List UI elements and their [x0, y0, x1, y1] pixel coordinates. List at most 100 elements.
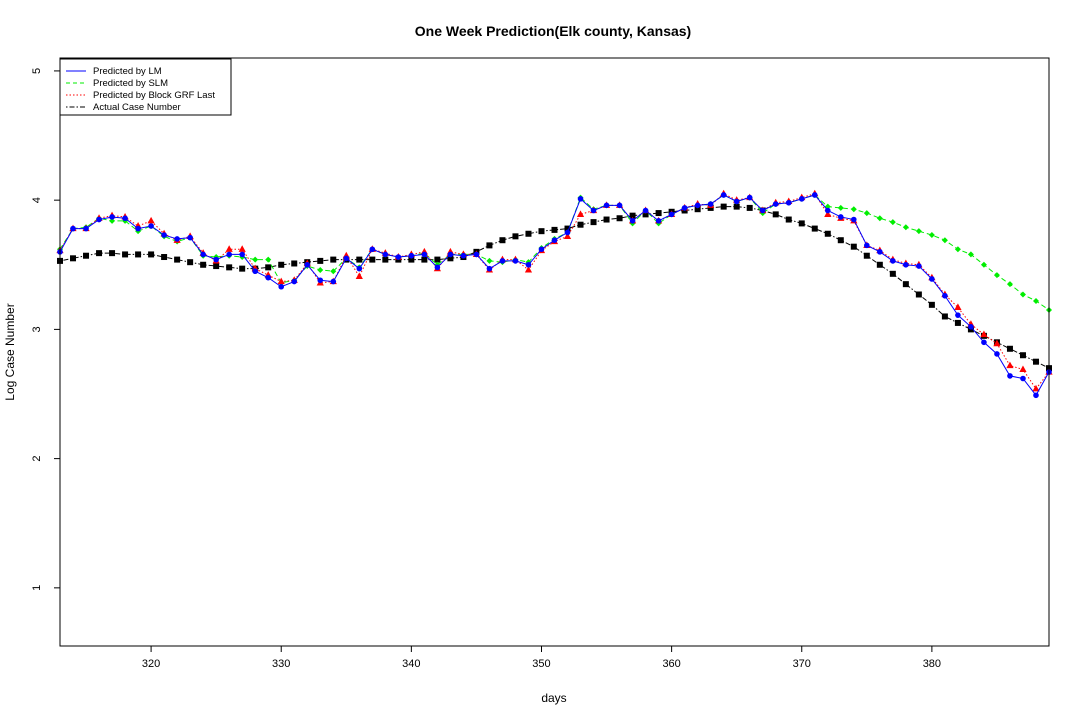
- data-point-lm: [408, 252, 415, 259]
- chart-title: One Week Prediction(Elk county, Kansas): [415, 23, 691, 39]
- data-point-actual: [525, 230, 532, 237]
- data-point-lm: [785, 199, 792, 206]
- legend: Predicted by LM Predicted by SLM Predict…: [59, 58, 232, 116]
- data-point-grf: [980, 330, 988, 338]
- data-point-actual: [616, 215, 623, 222]
- data-point-actual: [70, 255, 77, 262]
- data-point-actual: [564, 225, 571, 232]
- data-point-slm: [928, 232, 935, 239]
- data-point-lm: [590, 207, 597, 214]
- x-tick-label: 370: [793, 658, 811, 670]
- data-point-actual: [785, 216, 792, 223]
- data-point-lm: [148, 223, 154, 229]
- data-point-grf: [993, 339, 1001, 347]
- data-point-slm: [486, 257, 493, 264]
- y-tick-label: 5: [31, 68, 43, 74]
- data-point-lm: [929, 276, 935, 282]
- data-point-actual: [889, 270, 896, 277]
- data-point-lm: [291, 278, 298, 285]
- data-point-lm: [955, 312, 961, 318]
- legend-label-grf: Predicted by Block GRF Last: [93, 90, 215, 101]
- data-point-actual: [512, 233, 519, 240]
- data-point-lm: [890, 258, 896, 264]
- data-point-actual: [746, 204, 753, 211]
- y-tick-label: 2: [31, 456, 43, 462]
- data-point-slm: [1032, 297, 1039, 304]
- data-point-slm: [993, 272, 1000, 279]
- plot-frame: [59, 57, 1050, 647]
- plot-area: [56, 57, 1053, 647]
- data-point-actual: [434, 256, 441, 263]
- x-tick-label: 350: [532, 658, 550, 670]
- data-point-actual: [811, 225, 818, 232]
- data-point-lm: [577, 196, 584, 202]
- x-tick-label: 380: [923, 658, 941, 670]
- data-point-slm: [889, 219, 896, 226]
- data-point-actual: [122, 251, 129, 258]
- data-point-lm: [772, 201, 779, 207]
- data-point-actual: [330, 256, 337, 263]
- data-point-lm: [551, 237, 558, 244]
- series-line-grf: [59, 193, 1050, 390]
- data-point-grf: [238, 245, 246, 252]
- data-point-grf: [1019, 365, 1027, 373]
- data-point-lm: [837, 214, 844, 220]
- data-point-grf: [1006, 361, 1014, 369]
- data-point-actual: [369, 256, 376, 263]
- data-point-lm: [252, 268, 258, 275]
- data-point-grf: [225, 245, 233, 252]
- data-point-slm: [876, 215, 883, 222]
- data-point-lm: [851, 216, 857, 223]
- data-point-lm: [161, 232, 167, 238]
- data-point-lm: [395, 254, 402, 260]
- data-point-actual: [148, 251, 155, 258]
- data-point-lm: [486, 265, 493, 272]
- data-point-actual: [954, 319, 961, 326]
- y-axis-label: Log Case Number: [3, 303, 17, 400]
- data-point-actual: [421, 256, 428, 263]
- data-point-lm: [903, 261, 909, 268]
- data-point-grf: [524, 265, 533, 273]
- data-point-actual: [499, 237, 506, 244]
- legend-label-slm: Predicted by SLM: [93, 78, 168, 89]
- data-point-grf: [1032, 384, 1040, 392]
- data-point-grf: [576, 210, 585, 217]
- data-point-lm: [213, 256, 219, 263]
- data-point-actual: [577, 221, 584, 228]
- data-point-lm: [707, 201, 714, 207]
- data-point-actual: [317, 257, 324, 264]
- data-point-lm: [382, 251, 389, 258]
- data-point-actual: [733, 203, 740, 210]
- data-point-lm: [981, 339, 987, 346]
- data-point-lm: [877, 249, 883, 255]
- data-point-slm: [1006, 281, 1013, 288]
- data-point-slm: [837, 204, 844, 211]
- data-point-slm: [980, 261, 987, 268]
- data-point-actual: [694, 206, 701, 213]
- data-point-lm: [681, 205, 688, 211]
- x-tick-label: 360: [662, 658, 680, 670]
- data-point-actual: [902, 281, 909, 288]
- data-point-lm: [759, 207, 766, 214]
- data-point-actual: [356, 256, 363, 263]
- y-tick-label: 1: [31, 585, 43, 591]
- data-point-lm: [304, 261, 311, 268]
- data-point-lm: [447, 251, 454, 258]
- data-point-slm: [1019, 291, 1026, 298]
- data-point-actual: [1019, 352, 1026, 359]
- x-axis-label: days: [541, 691, 566, 705]
- series-grf: [56, 189, 1053, 392]
- data-point-actual: [447, 255, 454, 262]
- data-point-grf: [954, 303, 962, 311]
- data-point-slm: [902, 224, 909, 231]
- data-point-slm: [252, 256, 259, 263]
- data-point-lm: [1020, 375, 1026, 382]
- data-point-actual: [265, 264, 272, 271]
- data-point-actual: [382, 256, 389, 263]
- x-tick-label: 340: [402, 658, 420, 670]
- data-point-actual: [551, 226, 558, 233]
- data-point-actual: [941, 313, 948, 320]
- data-point-actual: [642, 211, 649, 218]
- data-point-actual: [187, 259, 194, 266]
- y-axis: 1 2 3 4 5: [31, 68, 60, 591]
